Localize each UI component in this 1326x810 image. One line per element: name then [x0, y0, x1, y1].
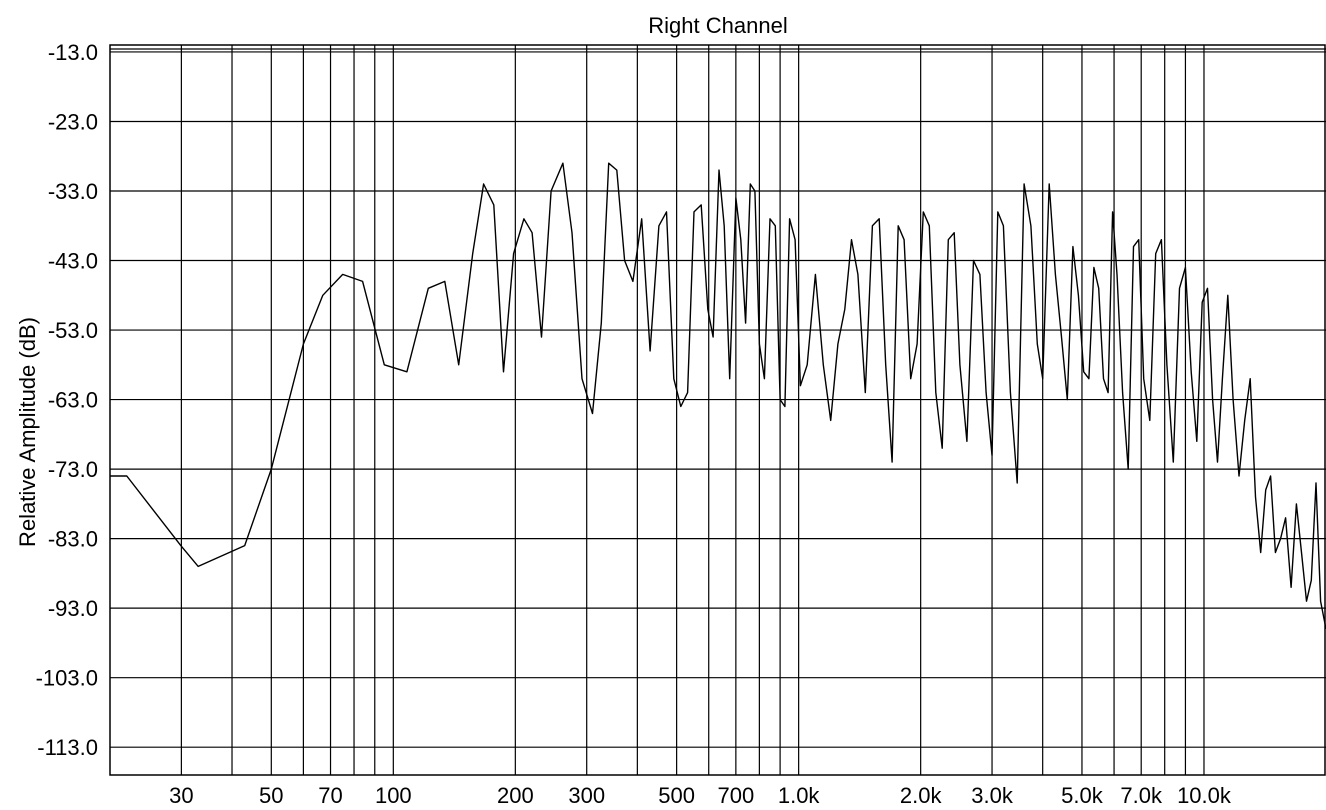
- series-line: [110, 162, 1326, 630]
- y-tick-label: -63.0: [48, 388, 98, 413]
- y-axis-tick-labels: -13.0 -23.0 -33.0 -43.0 -53.0 -63.0 -73.0 -83.0…: [36, 40, 98, 760]
- series-group: [110, 162, 1326, 630]
- y-tick-label: -93.0: [48, 596, 98, 621]
- x-tick-label: 100: [375, 783, 412, 808]
- x-tick-label: 70: [318, 783, 342, 808]
- y-tick-label: -53.0: [48, 318, 98, 343]
- x-tick-label: 200: [497, 783, 534, 808]
- x-tick-label: 2.0k: [900, 783, 943, 808]
- plot-frame: [109, 44, 1326, 776]
- x-tick-label: 7.0k: [1120, 783, 1163, 808]
- x-tick-label: 5.0k: [1061, 783, 1104, 808]
- x-tick-label: 1.0k: [778, 783, 821, 808]
- y-tick-label: -83.0: [48, 527, 98, 552]
- vertical-gridlines: [180, 45, 1205, 775]
- x-tick-label: 700: [718, 783, 755, 808]
- y-tick-label: -113.0: [37, 735, 98, 760]
- x-tick-label: 300: [568, 783, 605, 808]
- x-tick-label: 30: [169, 783, 193, 808]
- y-tick-label: -43.0: [48, 249, 98, 274]
- x-tick-label: 50: [259, 783, 283, 808]
- horizontal-gridlines: [110, 48, 1326, 748]
- x-tick-label: 500: [658, 783, 695, 808]
- x-tick-label: 10.0k: [1177, 783, 1232, 808]
- x-axis-tick-labels: 30 50 70 100 200 300 500 700 1.0k 2.0k 3.0k 5.0k 7.0…: [169, 783, 1232, 808]
- y-tick-label: -103.0: [36, 666, 98, 691]
- y-tick-label: -73.0: [48, 457, 98, 482]
- chart-title: Right Channel: [648, 13, 787, 38]
- y-tick-label: -23.0: [48, 109, 98, 134]
- x-tick-label: 3.0k: [971, 783, 1014, 808]
- y-tick-label: -33.0: [48, 179, 98, 204]
- y-axis-label: Relative Amplitude (dB): [15, 317, 40, 547]
- y-tick-label: -13.0: [48, 40, 98, 65]
